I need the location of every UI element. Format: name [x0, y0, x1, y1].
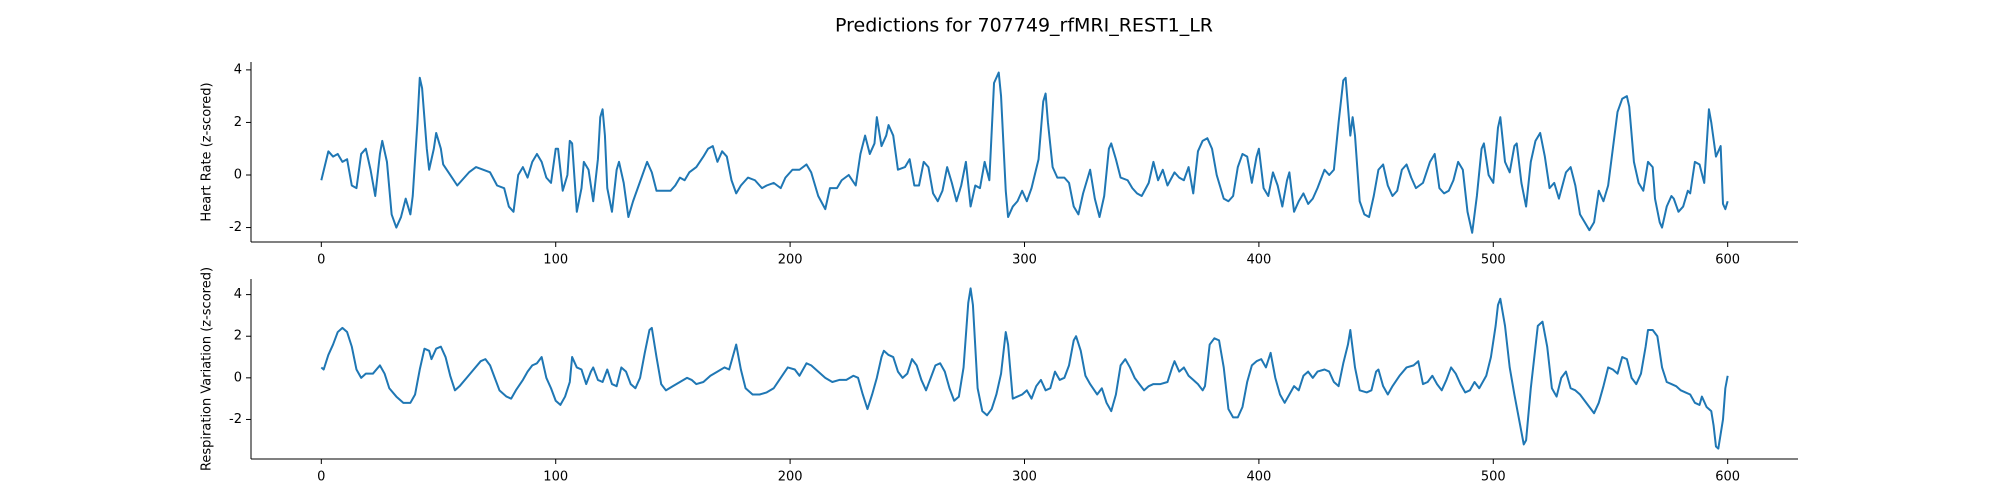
x-tick-label: 0	[317, 253, 325, 268]
x-tick-label: 600	[1715, 253, 1740, 268]
x-tick-label: 100	[543, 253, 568, 268]
y-tick-label: 4	[234, 62, 242, 77]
x-tick-label: 400	[1246, 470, 1271, 485]
x-tick-label: 600	[1715, 470, 1740, 485]
x-tick-label: 300	[1012, 470, 1037, 485]
data-line	[320, 287, 1729, 450]
figure-title: Predictions for 707749_rfMRI_REST1_LR	[835, 15, 1213, 37]
x-tick-label: 0	[317, 470, 325, 485]
x-tick-label: 200	[778, 470, 803, 485]
x-tick-label: 500	[1481, 253, 1506, 268]
y-tick-label: 0	[234, 167, 242, 182]
x-tick-label: 100	[543, 470, 568, 485]
y-axis-label: Heart Rate (z-scored)	[200, 82, 215, 221]
y-axis-label: Respiration Variation (z-scored)	[200, 267, 215, 471]
y-tick-label: -2	[229, 220, 242, 235]
y-tick-label: 0	[234, 370, 242, 385]
y-tick-label: 2	[234, 115, 242, 130]
x-tick-label: 300	[1012, 253, 1037, 268]
x-tick-label: 500	[1481, 470, 1506, 485]
y-tick-label: 2	[234, 329, 242, 344]
y-tick-label: -2	[229, 412, 242, 427]
y-tick-label: 4	[234, 287, 242, 302]
x-tick-label: 200	[778, 253, 803, 268]
x-tick-label: 400	[1246, 253, 1271, 268]
data-line	[320, 71, 1729, 234]
